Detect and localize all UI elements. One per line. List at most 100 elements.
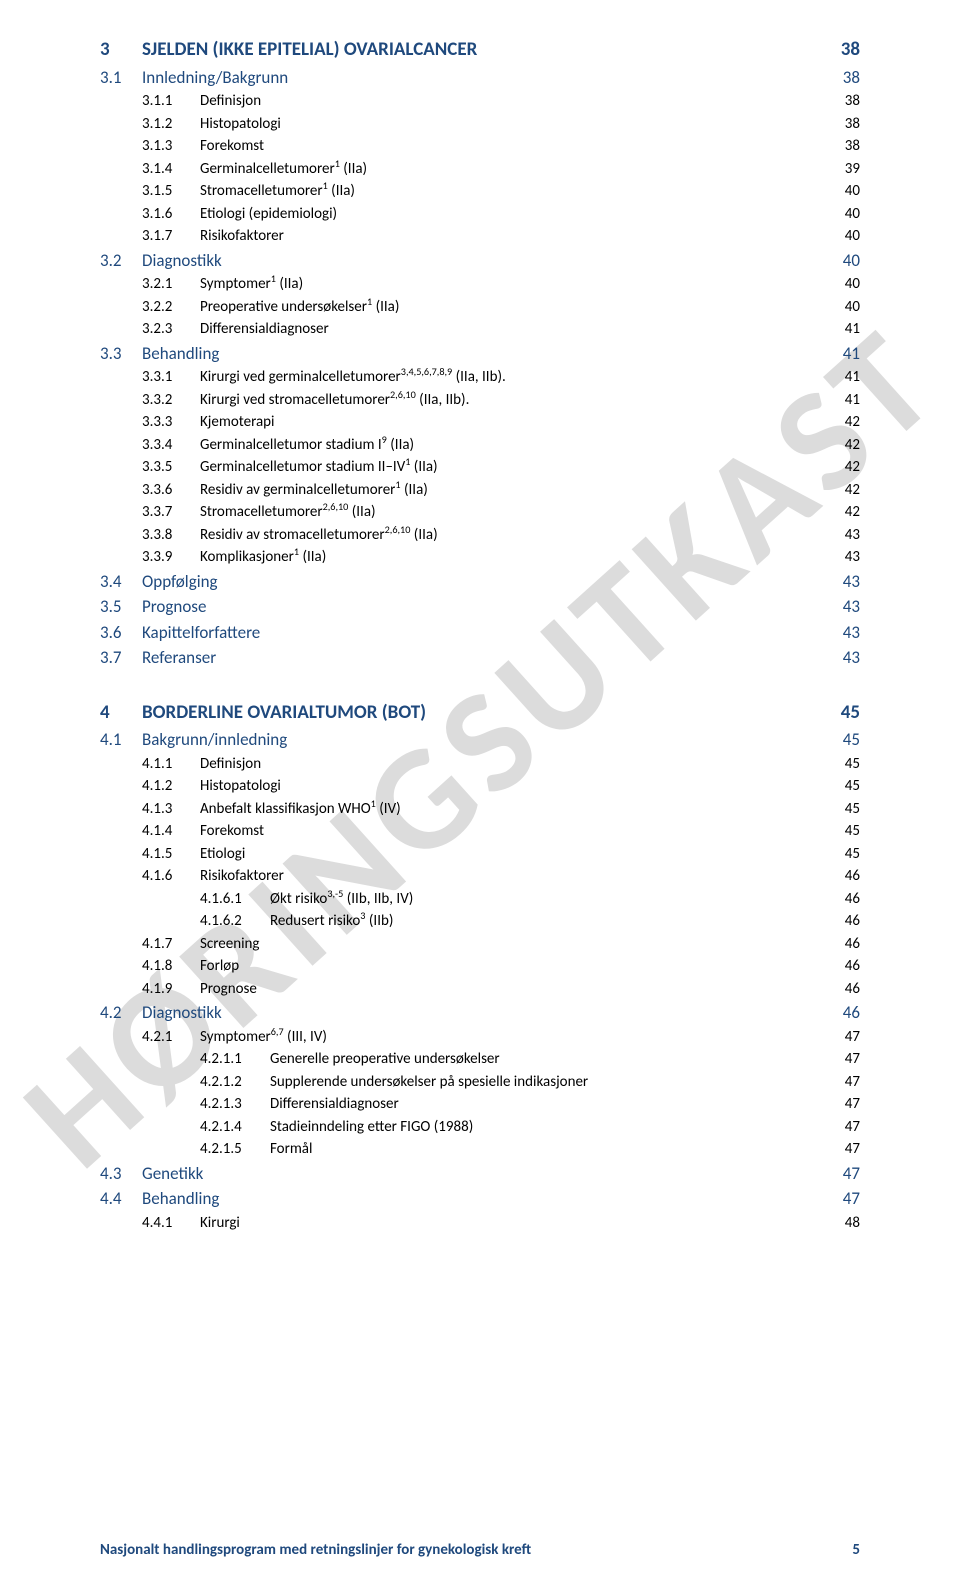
toc-entry: 4.3Genetikk 47 <box>100 1161 860 1187</box>
toc-entry-label: Formål <box>270 1138 833 1161</box>
toc-entry-left: 3.2Diagnostikk <box>100 248 831 274</box>
toc-entry-page: 45 <box>843 727 860 753</box>
toc-entry-sup: 3,-5 <box>327 887 343 900</box>
toc-entry-label: Stromacelletumorer1 (IIa) <box>200 180 833 203</box>
toc-entry-page: 46 <box>845 955 860 978</box>
toc-entry-number: 4.1.1 <box>142 753 200 776</box>
toc-entry-label: Diagnostikk <box>142 1000 831 1026</box>
toc-entry-left: 3.1Innledning/Bakgrunn <box>100 65 831 91</box>
toc-entry-number: 4.1 <box>100 727 142 753</box>
toc-entry: 4.1.6.1Økt risiko3,-5 (IIb, IIb, IV)46 <box>100 888 860 911</box>
toc-entry-left: 4.4.1Kirurgi <box>100 1212 833 1235</box>
toc-entry-label: Prognose <box>142 594 831 620</box>
toc-entry-sup: 1 <box>395 478 400 491</box>
toc-entry: 4.2.1.2Supplerende undersøkelser på spes… <box>100 1071 860 1094</box>
toc-entry: 4.2.1.3Differensialdiagnoser 47 <box>100 1093 860 1116</box>
toc-entry-left: 4.1.8Forløp <box>100 955 833 978</box>
toc-entry-left: 3SJELDEN (IKKE EPITELIAL) OVARIALCANCER <box>100 36 829 65</box>
toc-entry: 3.1Innledning/Bakgrunn38 <box>100 65 860 91</box>
toc-entry-page: 43 <box>843 645 860 671</box>
toc-entry-sup: 3 <box>360 909 365 922</box>
toc-entry-label: Definisjon <box>200 90 833 113</box>
toc-entry-page: 40 <box>843 248 860 274</box>
toc-entry-label: Differensialdiagnoser <box>200 318 833 341</box>
toc-entry-page: 42 <box>845 456 860 479</box>
toc-entry-label: Symptomer1 (IIa) <box>200 273 833 296</box>
toc-entry-label: Komplikasjoner1 (IIa) <box>200 546 833 569</box>
toc-entry-left: 4.2.1.4Stadieinndeling etter FIGO (1988) <box>100 1116 833 1139</box>
toc-entry: 4.4.1Kirurgi48 <box>100 1212 860 1235</box>
toc-entry-label: Genetikk <box>142 1161 831 1187</box>
toc-entry-number: 3 <box>100 36 142 65</box>
toc-entry-left: 4.3Genetikk <box>100 1161 831 1187</box>
toc-entry-left: 3.3.2Kirurgi ved stromacelletumorer2,6,1… <box>100 389 833 412</box>
toc-entry-label: Generelle preoperative undersøkelser <box>270 1048 833 1071</box>
toc-entry-left: 4.1.2Histopatologi <box>100 775 833 798</box>
toc-entry-page: 45 <box>845 843 860 866</box>
toc-entry-left: 3.3.5Germinalcelletumor stadium II–IV1 (… <box>100 456 833 479</box>
toc-entry-label: Bakgrunn/innledning <box>142 727 831 753</box>
toc-entry-left: 4.2.1.1Generelle preoperative undersøkel… <box>100 1048 833 1071</box>
toc-entry-page: 42 <box>845 501 860 524</box>
toc-entry-left: 4.2.1.3Differensialdiagnoser <box>100 1093 833 1116</box>
toc-entry-label: Residiv av germinalcelletumorer1 (IIa) <box>200 479 833 502</box>
toc-entry-page: 47 <box>843 1161 860 1187</box>
footer-page-number: 5 <box>852 1541 860 1559</box>
toc-entry-label: Symptomer6,7 (III, IV) <box>200 1026 833 1049</box>
toc-entry-page: 45 <box>841 699 860 728</box>
toc-entry-left: 3.1.6Etiologi (epidemiologi) <box>100 203 833 226</box>
toc-entry-label: Forløp <box>200 955 833 978</box>
toc-entry-number: 3.3.1 <box>142 366 200 389</box>
toc-entry: 3.2Diagnostikk 40 <box>100 248 860 274</box>
toc-entry-page: 43 <box>843 620 860 646</box>
toc-entry-page: 45 <box>845 798 860 821</box>
toc-entry-label: Germinalcelletumor stadium I9 (IIa) <box>200 434 833 457</box>
toc-entry-page: 42 <box>845 434 860 457</box>
toc-entry-number: 3.6 <box>100 620 142 646</box>
toc-entry-number: 3.2.1 <box>142 273 200 296</box>
toc-entry-number: 4.1.6.1 <box>200 888 270 911</box>
toc-entry-number: 3.3.7 <box>142 501 200 524</box>
toc-entry-label: Kirurgi <box>200 1212 833 1235</box>
toc-entry-number: 4.1.7 <box>142 933 200 956</box>
toc-entry-left: 4.2Diagnostikk <box>100 1000 831 1026</box>
toc-entry-left: 4.1.7Screening <box>100 933 833 956</box>
toc-entry: 3SJELDEN (IKKE EPITELIAL) OVARIALCANCER3… <box>100 36 860 65</box>
toc-entry-label: Germinalcelletumorer1 (IIa) <box>200 158 833 181</box>
toc-entry: 4.1.6Risikofaktorer46 <box>100 865 860 888</box>
toc-entry: 4.2.1Symptomer6,7 (III, IV)47 <box>100 1026 860 1049</box>
toc-entry-page: 41 <box>845 318 860 341</box>
toc-entry-left: 3.1.3Forekomst <box>100 135 833 158</box>
toc-entry: 4.1Bakgrunn/innledning 45 <box>100 727 860 753</box>
toc-entry-page: 47 <box>845 1071 860 1094</box>
toc-entry-page: 47 <box>845 1093 860 1116</box>
toc-entry: 4.1.4Forekomst45 <box>100 820 860 843</box>
toc-entry-page: 46 <box>843 1000 860 1026</box>
toc-entry-number: 3.3.4 <box>142 434 200 457</box>
toc-entry-page: 45 <box>845 753 860 776</box>
toc-entry: 3.3.3Kjemoterapi42 <box>100 411 860 434</box>
toc-entry: 3.3.5Germinalcelletumor stadium II–IV1 (… <box>100 456 860 479</box>
toc-entry-number: 3.3.2 <box>142 389 200 412</box>
toc-entry-label: Redusert risiko3 (IIb) <box>270 910 833 933</box>
toc-entry-page: 42 <box>845 411 860 434</box>
toc-entry-left: 4.1.6.1Økt risiko3,-5 (IIb, IIb, IV) <box>100 888 833 911</box>
toc-entry: 3.3.8Residiv av stromacelletumorer2,6,10… <box>100 524 860 547</box>
toc-entry-page: 41 <box>843 341 860 367</box>
toc-entry-left: 3.3.4Germinalcelletumor stadium I9 (IIa) <box>100 434 833 457</box>
toc-entry-label: SJELDEN (IKKE EPITELIAL) OVARIALCANCER <box>142 36 829 65</box>
toc-entry: 4.2.1.5Formål47 <box>100 1138 860 1161</box>
toc-entry: 3.3.6Residiv av germinalcelletumorer1 (I… <box>100 479 860 502</box>
toc-entry-number: 4.1.8 <box>142 955 200 978</box>
toc-entry-number: 4.1.6 <box>142 865 200 888</box>
toc-entry-left: 3.2.2Preoperative undersøkelser1 (IIa) <box>100 296 833 319</box>
toc-entry-sup: 1 <box>294 545 299 558</box>
toc-entry-sup: 2,6,10 <box>323 500 349 513</box>
toc-entry: 3.3.7Stromacelletumorer2,6,10 (IIa)42 <box>100 501 860 524</box>
toc-entry-page: 47 <box>845 1026 860 1049</box>
toc-entry-left: 3.2.1Symptomer1 (IIa) <box>100 273 833 296</box>
toc-entry-left: 4.4Behandling <box>100 1186 831 1212</box>
toc-entry-number: 3.7 <box>100 645 142 671</box>
toc-entry-label: Kjemoterapi <box>200 411 833 434</box>
toc-entry-left: 4.1.5Etiologi <box>100 843 833 866</box>
